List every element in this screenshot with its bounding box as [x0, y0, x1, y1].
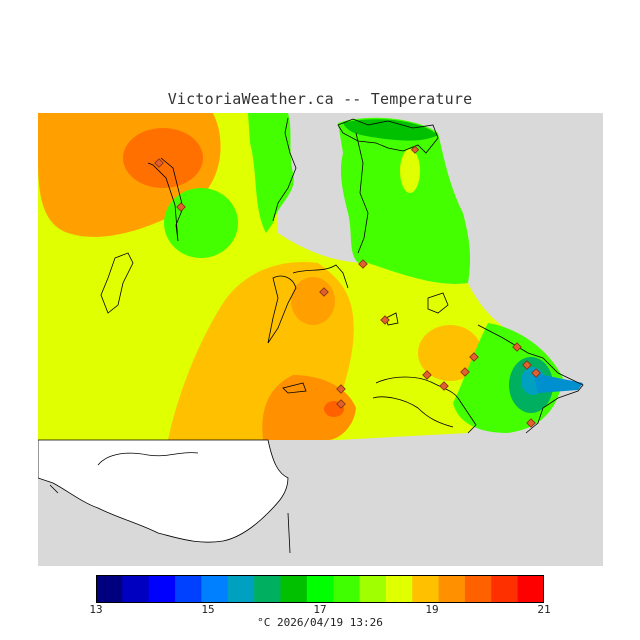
temperature-field-north — [248, 113, 294, 233]
station-marker[interactable] — [319, 287, 329, 297]
scale-tick-label: 13 — [89, 603, 103, 616]
station-marker[interactable] — [358, 259, 368, 269]
color-scale-swatch — [201, 575, 229, 603]
inlet-cool-tongue — [533, 373, 583, 393]
station-marker[interactable] — [410, 145, 420, 154]
warm-spot-central — [291, 277, 335, 325]
station-marker[interactable] — [469, 352, 479, 362]
color-scale-swatch — [464, 575, 492, 603]
color-scale-border — [96, 575, 544, 603]
station-marker[interactable] — [336, 399, 346, 409]
station-marker[interactable] — [522, 360, 532, 370]
color-scale-swatch — [359, 575, 387, 603]
color-scale-swatch — [175, 575, 202, 603]
color-scale-swatch — [122, 575, 150, 603]
temperature-map — [38, 113, 603, 566]
color-scale-swatch — [227, 575, 255, 603]
warm-zone-east — [418, 325, 482, 381]
station-marker[interactable] — [336, 384, 346, 394]
cool-zone-west — [164, 188, 238, 258]
color-scale-swatch — [385, 575, 413, 603]
station-marker[interactable] — [439, 381, 449, 391]
hot-spot-nw — [123, 128, 203, 188]
station-marker[interactable] — [176, 202, 186, 212]
warm-tongue-north — [400, 149, 420, 193]
temperature-field-northeast — [338, 117, 471, 284]
station-marker[interactable] — [422, 370, 432, 380]
station-marker[interactable] — [526, 418, 536, 428]
station-marker[interactable] — [380, 315, 390, 325]
southern-shoreline — [49, 452, 291, 554]
station-marker[interactable] — [154, 158, 164, 168]
timestamp-caption: °C 2026/04/19 13:26 — [257, 616, 383, 629]
scale-tick-label: 21 — [537, 603, 551, 616]
color-scale-swatch — [254, 575, 281, 603]
scale-tick-label: 17 — [313, 603, 327, 616]
color-scale-swatch — [148, 575, 176, 603]
color-scale-swatch — [438, 575, 466, 603]
map-title: VictoriaWeather.ca -- Temperature — [167, 90, 473, 108]
scale-tick-label: 15 — [201, 603, 215, 616]
station-marker[interactable] — [512, 342, 522, 352]
color-scale-swatch — [333, 575, 361, 603]
station-marker[interactable] — [531, 368, 541, 378]
color-scale-swatch — [306, 575, 334, 603]
temperature-color-scale — [96, 575, 544, 603]
landmass-south — [38, 439, 289, 543]
coastlines — [100, 117, 584, 434]
color-scale-swatch — [412, 575, 440, 603]
station-marker[interactable] — [460, 367, 470, 377]
color-scale-swatch — [96, 575, 123, 603]
color-scale-swatch — [517, 575, 544, 603]
weather-stations — [154, 145, 541, 428]
scale-tick-label: 19 — [425, 603, 439, 616]
color-scale-swatch — [280, 575, 308, 603]
color-scale-swatch — [491, 575, 519, 603]
